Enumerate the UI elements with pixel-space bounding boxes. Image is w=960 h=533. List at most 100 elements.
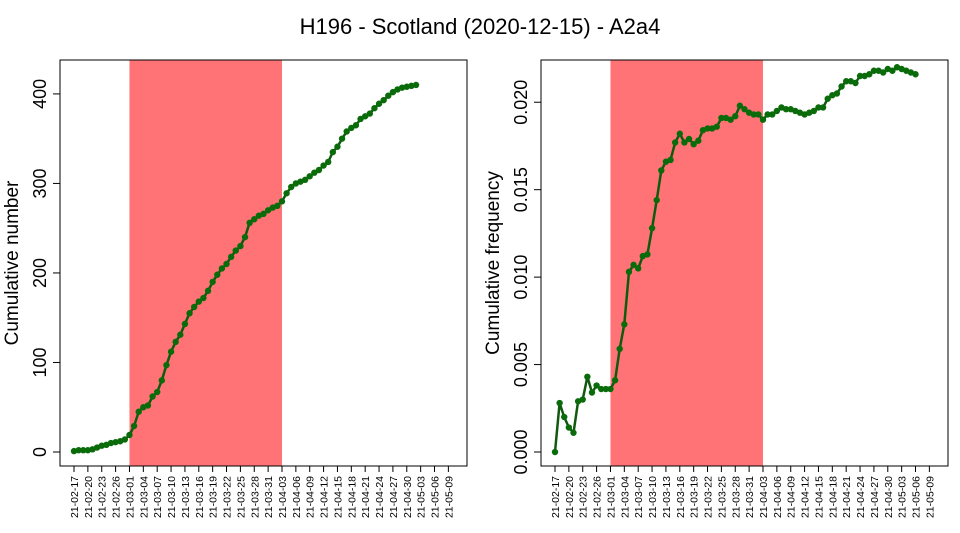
data-point xyxy=(334,143,341,150)
data-point xyxy=(570,429,577,436)
data-point xyxy=(852,79,859,87)
data-point xyxy=(755,111,762,118)
y-axis-label: Cumulative frequency xyxy=(483,171,504,355)
data-point xyxy=(889,67,896,74)
x-tick-label: 21-04-27 xyxy=(388,476,400,518)
data-point xyxy=(630,261,637,269)
data-point xyxy=(371,105,378,112)
data-point xyxy=(842,78,850,85)
data-point xyxy=(135,408,142,415)
x-tick-label: 21-02-23 xyxy=(578,476,590,518)
x-tick-label: 21-03-13 xyxy=(180,476,192,518)
data-point xyxy=(634,265,642,272)
y-tick-label: 0.020 xyxy=(511,80,531,125)
data-point xyxy=(380,96,387,104)
y-tick-label: 300 xyxy=(30,168,50,198)
data-point xyxy=(130,422,138,430)
x-tick-label: 21-03-10 xyxy=(166,476,178,518)
data-point xyxy=(838,83,845,90)
data-point xyxy=(204,287,212,295)
x-tick-label: 21-03-19 xyxy=(208,476,220,518)
x-tick-label: 21-02-17 xyxy=(69,476,81,518)
data-point xyxy=(223,260,230,268)
data-point xyxy=(584,373,591,380)
x-tick-label: 21-04-09 xyxy=(786,476,798,518)
data-point xyxy=(149,393,156,400)
x-tick-label: 21-02-17 xyxy=(550,476,562,518)
data-point xyxy=(879,69,887,76)
data-point xyxy=(736,102,744,109)
x-tick-label: 21-05-09 xyxy=(443,476,455,518)
data-point xyxy=(320,162,327,169)
data-point xyxy=(190,303,198,311)
data-point xyxy=(75,447,82,454)
data-point xyxy=(598,385,605,393)
x-tick-label: 21-03-28 xyxy=(730,476,742,518)
x-tick-label: 21-03-01 xyxy=(124,476,136,518)
x-tick-label: 21-03-22 xyxy=(222,476,234,518)
x-tick-label: 21-04-12 xyxy=(319,476,331,518)
x-tick-label: 21-02-26 xyxy=(111,476,123,518)
x-tick-label: 21-04-15 xyxy=(813,476,825,518)
data-point xyxy=(200,294,207,302)
x-tick-label: 21-03-13 xyxy=(661,476,673,518)
data-point xyxy=(815,104,822,111)
y-tick-label: 0.015 xyxy=(511,167,531,212)
data-point xyxy=(186,310,193,317)
data-point xyxy=(163,361,170,369)
data-point xyxy=(274,202,281,210)
data-point xyxy=(653,196,660,204)
data-point xyxy=(264,207,272,214)
x-tick-label: 21-04-30 xyxy=(883,476,895,518)
data-point xyxy=(579,396,586,403)
data-point xyxy=(177,331,184,338)
data-point xyxy=(412,81,420,89)
data-point xyxy=(158,377,166,384)
x-tick-label: 21-03-16 xyxy=(675,476,687,518)
data-point xyxy=(810,107,818,115)
x-tick-label: 21-03-19 xyxy=(689,476,701,518)
data-point xyxy=(283,190,290,197)
x-tick-label: 21-03-01 xyxy=(605,476,617,518)
data-point xyxy=(676,130,683,137)
data-point xyxy=(172,338,179,346)
data-point xyxy=(750,111,757,118)
x-tick-label: 21-03-10 xyxy=(647,476,659,518)
data-point xyxy=(602,385,610,393)
x-tick-label: 21-04-12 xyxy=(800,476,812,518)
data-point xyxy=(912,71,919,78)
data-point xyxy=(153,388,161,396)
data-point xyxy=(690,141,697,148)
data-point xyxy=(278,198,286,205)
x-tick-label: 21-03-31 xyxy=(263,476,275,518)
chart-title: H196 - Scotland (2020-12-15) - A2a4 xyxy=(299,14,661,39)
data-point xyxy=(385,92,392,99)
x-tick-label: 21-05-09 xyxy=(924,476,936,518)
y-tick-label: 200 xyxy=(30,258,50,288)
x-tick-label: 21-03-04 xyxy=(619,476,631,518)
data-point xyxy=(375,100,383,107)
x-tick-label: 21-04-24 xyxy=(374,476,386,518)
data-point xyxy=(556,399,563,407)
x-tick-label: 21-04-18 xyxy=(346,476,358,518)
y-tick-label: 0.010 xyxy=(511,255,531,300)
highlight-band xyxy=(129,60,282,466)
x-tick-label: 21-04-18 xyxy=(827,476,839,518)
x-tick-label: 21-05-03 xyxy=(416,476,428,518)
data-point xyxy=(611,377,619,384)
data-point xyxy=(361,113,369,120)
x-tick-label: 21-03-07 xyxy=(633,476,645,518)
data-point xyxy=(338,135,346,142)
data-point xyxy=(593,382,600,389)
x-tick-label: 21-04-03 xyxy=(758,476,770,518)
data-point xyxy=(241,233,249,241)
x-tick-label: 21-05-06 xyxy=(430,476,442,518)
data-point xyxy=(366,110,374,117)
data-point xyxy=(311,169,318,176)
data-point xyxy=(209,278,216,286)
x-tick-label: 21-04-15 xyxy=(332,476,344,518)
data-point xyxy=(260,210,267,218)
data-point xyxy=(352,122,360,129)
data-point xyxy=(773,107,781,115)
